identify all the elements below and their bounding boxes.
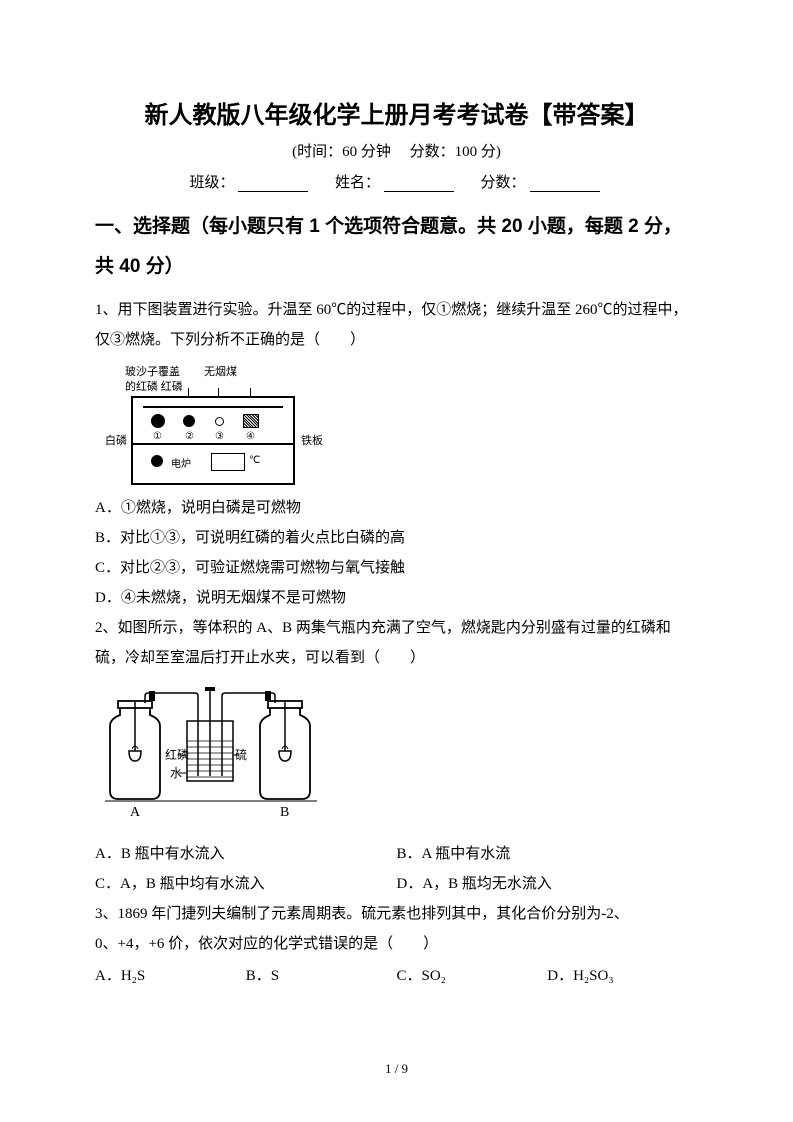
fig1-left-label: 白磷 [95, 432, 131, 448]
score-label2: 分数： [481, 175, 526, 191]
time-value: 60 分钟 [342, 144, 391, 160]
name-blank[interactable] [384, 175, 454, 192]
fig2-labelA: A [130, 805, 141, 820]
q3-options: A．H₂S B．S C．SO₂ D．H₂SO₃ [95, 961, 698, 991]
fig1-right-label: 铁板 [295, 432, 323, 448]
q3-optC: C．SO₂ [397, 961, 548, 991]
score-value: 100 分) [455, 144, 501, 160]
q2-figure: 红磷 硫 水 A B [95, 681, 698, 831]
q3-optA: A．H₂S [95, 961, 246, 991]
fig1-num1: ① [153, 431, 162, 442]
section-1-heading: 一、选择题（每小题只有 1 个选项符合题意。共 20 小题，每题 2 分，共 4… [95, 207, 698, 287]
exam-page: 新人教版八年级化学上册月考考试卷【带答案】 (时间：60 分钟 分数：100 分… [0, 0, 793, 1122]
page-number: 1 / 9 [0, 1061, 793, 1077]
fig1-label-coal: 无烟煤 [204, 363, 237, 379]
q3-stem: 3、1869 年门捷列夫编制了元素周期表。硫元素也排列其中，其化合价分别为-2、… [95, 899, 698, 959]
fig1-label-cover2: 的红磷 红磷 [125, 378, 183, 394]
q3-optD: D．H₂SO₃ [547, 961, 698, 991]
name-label: 姓名： [335, 175, 380, 191]
q1-stem: 1、用下图装置进行实验。升温至 60℃的过程中，仅①燃烧；继续升温至 260℃的… [95, 295, 698, 355]
score-label: 分数： [410, 144, 455, 160]
q1-options: A．①燃烧，说明白磷是可燃物 B．对比①③，可说明红磷的着火点比白磷的高 C．对… [95, 493, 698, 613]
fig1-num4: ④ [246, 431, 255, 442]
fig1-num2: ② [185, 431, 194, 442]
q3-optB: B．S [246, 961, 397, 991]
fill-row: 班级： 姓名： 分数： [95, 171, 698, 192]
class-label: 班级： [189, 175, 234, 191]
q1-optD: D．④未燃烧，说明无烟煤不是可燃物 [95, 583, 698, 613]
q2-stem: 2、如图所示，等体积的 A、B 两集气瓶内充满了空气，燃烧匙内分别盛有过量的红磷… [95, 613, 698, 673]
q2-options: A．B 瓶中有水流入 B．A 瓶中有水流 C．A，B 瓶中均有水流入 D．A，B… [95, 839, 698, 899]
class-blank[interactable] [238, 175, 308, 192]
fig1-label-cover: 玻沙子覆盖 [125, 363, 180, 379]
meta-line: (时间：60 分钟 分数：100 分) [95, 140, 698, 161]
q2-optD: D．A，B 瓶均无水流入 [397, 869, 699, 899]
fig1-num3: ③ [215, 431, 224, 442]
q2-optC: C．A，B 瓶中均有水流入 [95, 869, 397, 899]
q1-optB: B．对比①③，可说明红磷的着火点比白磷的高 [95, 523, 698, 553]
q2-optA: A．B 瓶中有水流入 [95, 839, 397, 869]
q1-optC: C．对比②③，可验证燃烧需可燃物与氧气接触 [95, 553, 698, 583]
q1-figure: 玻沙子覆盖 无烟煤 的红磷 红磷 白磷 ① ② [95, 363, 698, 485]
q2-optB: B．A 瓶中有水流 [397, 839, 699, 869]
page-title: 新人教版八年级化学上册月考考试卷【带答案】 [95, 95, 698, 130]
score-blank[interactable] [530, 175, 600, 192]
fig2-svg: 红磷 硫 水 A B [95, 681, 325, 826]
fig1-device: ① ② ③ ④ 电炉 ℃ [131, 396, 295, 485]
fig1-temp-label: ℃ [249, 455, 260, 466]
fig2-labelB: B [280, 805, 289, 820]
q1-optA: A．①燃烧，说明白磷是可燃物 [95, 493, 698, 523]
time-label: (时间： [292, 144, 342, 160]
fig1-burner-label: 电炉 [171, 455, 191, 470]
